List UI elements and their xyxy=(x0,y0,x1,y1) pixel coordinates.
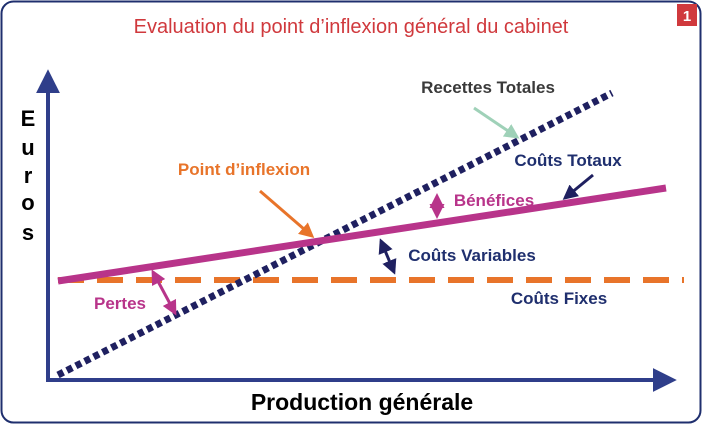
y-axis-letter: r xyxy=(24,163,33,188)
figure-number: 1 xyxy=(683,8,691,25)
figure-number-badge xyxy=(677,4,697,26)
y-axis-letter: s xyxy=(22,220,34,245)
pertes-arrow xyxy=(151,269,177,316)
recettes-totales-label: Recettes Totales xyxy=(421,78,555,97)
pertes-label: Pertes xyxy=(94,294,146,313)
point-inflexion-label: Point d’inflexion xyxy=(178,160,310,179)
couts-variables-label: Coûts Variables xyxy=(408,246,536,265)
recettes-totales-line xyxy=(56,89,614,379)
couts-variables-arrow xyxy=(378,238,397,275)
recettes-totales-arrow xyxy=(473,106,520,139)
couts-totaux-label: Coûts Totaux xyxy=(514,151,622,170)
couts-fixes-label: Coûts Fixes xyxy=(511,289,607,308)
couts-totaux-arrow xyxy=(562,173,594,200)
benefices-label: Bénéfices xyxy=(454,191,534,210)
y-axis-letter: E xyxy=(21,106,36,131)
y-axis-letter: u xyxy=(21,135,34,160)
diagram-title: Evaluation du point d’inflexion général … xyxy=(134,16,569,38)
y-axis-letter: o xyxy=(21,190,34,215)
point-inflexion-arrow xyxy=(259,189,315,238)
couts-totaux-line xyxy=(57,184,667,285)
x-axis-label: Production générale xyxy=(251,389,473,415)
